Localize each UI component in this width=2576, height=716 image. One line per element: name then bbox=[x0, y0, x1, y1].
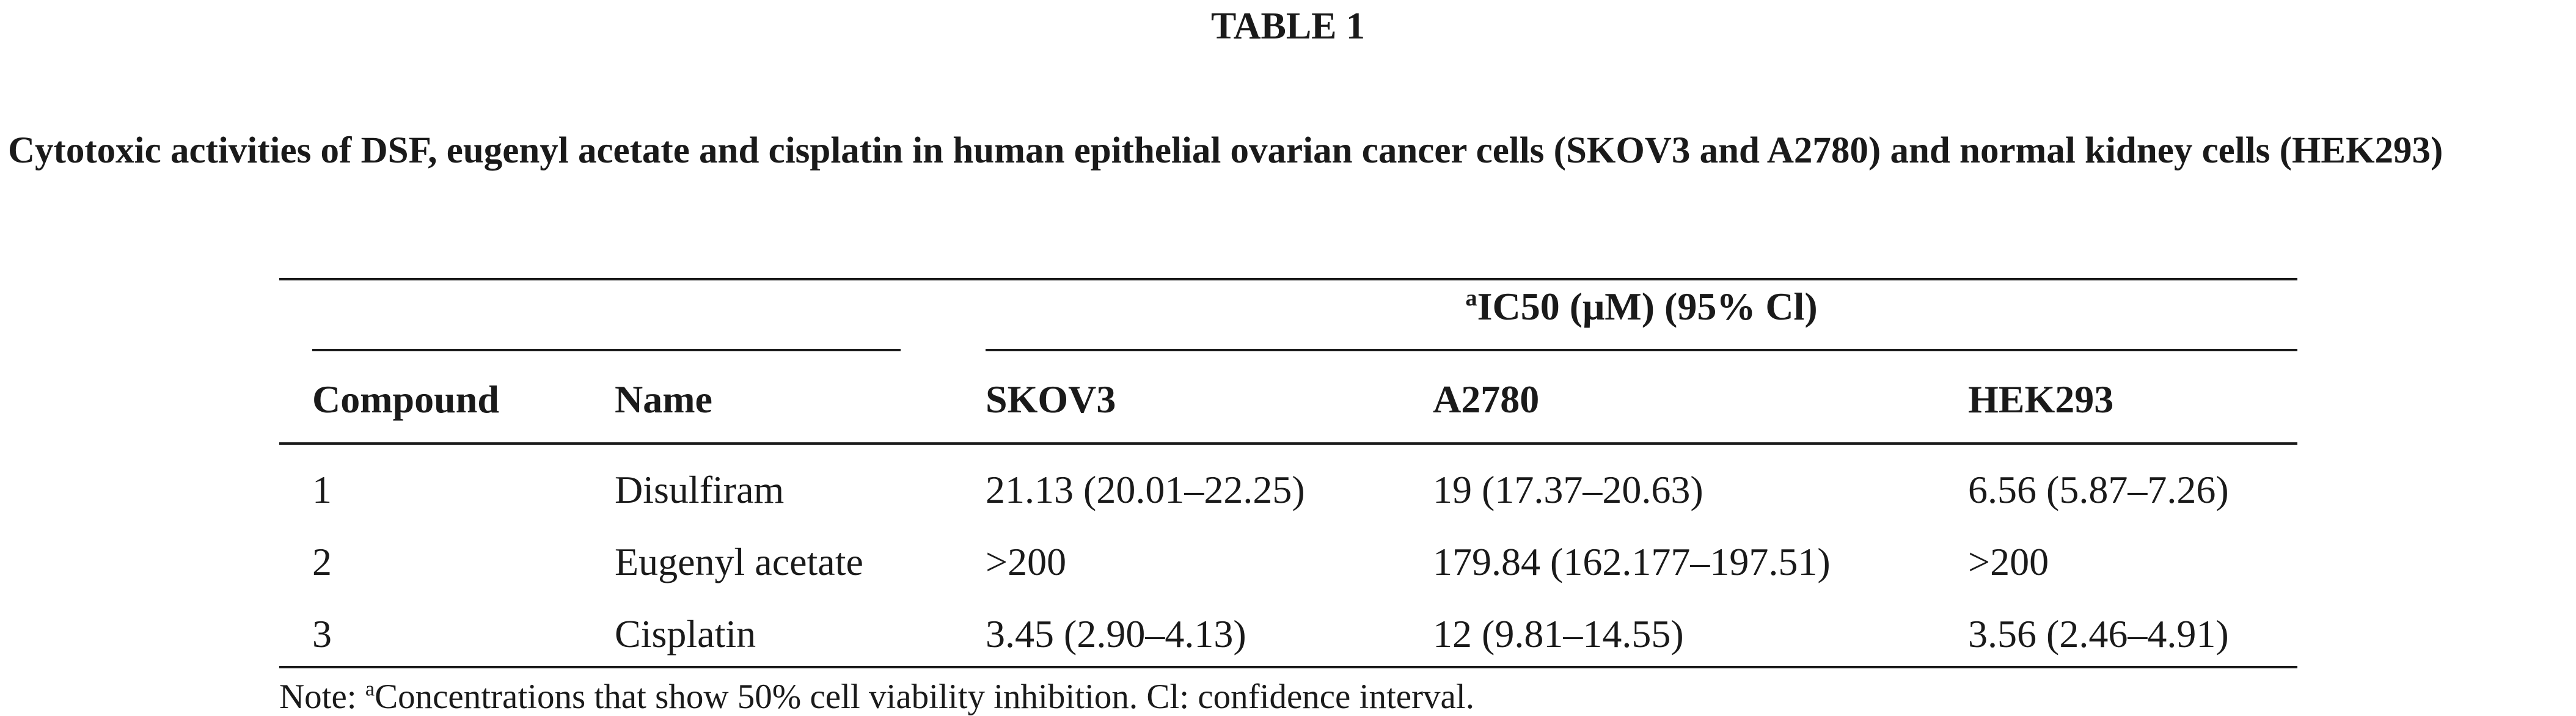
table-cell: Cisplatin bbox=[615, 612, 756, 656]
table-cell: 1 bbox=[312, 468, 332, 511]
table-cell: 2 bbox=[312, 540, 332, 583]
header-rule bbox=[279, 442, 2297, 445]
note-prefix: Note: bbox=[279, 678, 365, 716]
table-cell: 3 bbox=[312, 612, 332, 656]
table-cell: 12 (9.81–14.55) bbox=[1433, 612, 1684, 656]
group-header: aIC50 (μM) (95% Cl) bbox=[986, 287, 2297, 326]
table-cell: >200 bbox=[1968, 540, 2049, 583]
table-cell: 6.56 (5.87–7.26) bbox=[1968, 468, 2229, 511]
column-header: Name bbox=[615, 378, 712, 421]
note-text: Concentrations that show 50% cell viabil… bbox=[375, 678, 1474, 716]
table-cell: >200 bbox=[986, 540, 1067, 583]
group-header-text: IC50 (μM) (95% Cl) bbox=[1477, 285, 1818, 328]
superscript: a bbox=[365, 678, 375, 701]
table-cell: Disulfiram bbox=[615, 468, 785, 511]
column-header: A2780 bbox=[1433, 378, 1540, 421]
table-cell: 3.56 (2.46–4.91) bbox=[1968, 612, 2229, 656]
table-caption: Cytotoxic activities of DSF, eugenyl ace… bbox=[8, 130, 2443, 171]
bottom-rule bbox=[279, 666, 2297, 668]
column-header: SKOV3 bbox=[986, 378, 1116, 421]
top-rule bbox=[279, 278, 2297, 280]
group-rule bbox=[986, 349, 2297, 351]
table-note: Note: aConcentrations that show 50% cell… bbox=[279, 679, 1474, 714]
table-cell: 19 (17.37–20.63) bbox=[1433, 468, 1703, 511]
table-cell: 179.84 (162.177–197.51) bbox=[1433, 540, 1831, 583]
column-header: Compound bbox=[312, 378, 499, 421]
superscript: a bbox=[1465, 285, 1477, 311]
group-rule bbox=[312, 349, 901, 351]
table-title: TABLE 1 bbox=[1210, 5, 1366, 47]
table-cell: 3.45 (2.90–4.13) bbox=[986, 612, 1246, 656]
table-cell: 21.13 (20.01–22.25) bbox=[986, 468, 1305, 511]
column-header: HEK293 bbox=[1968, 378, 2114, 421]
table-cell: Eugenyl acetate bbox=[615, 540, 863, 583]
